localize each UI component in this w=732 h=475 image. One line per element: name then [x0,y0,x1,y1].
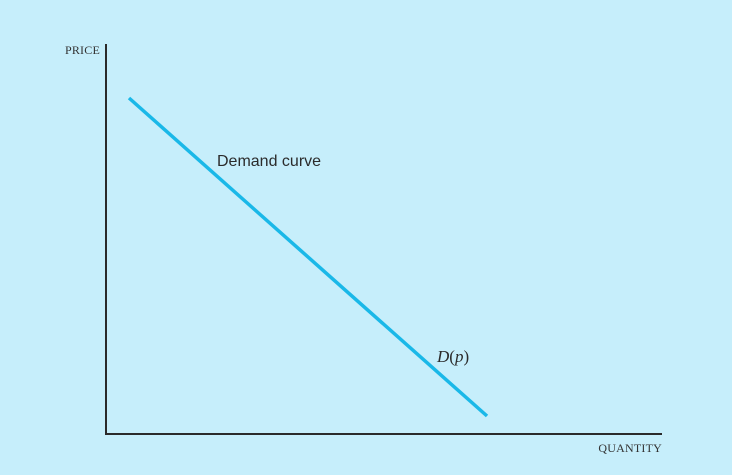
x-axis-label: QUANTITY [598,441,662,455]
demand-curve-label: Demand curve [217,153,321,170]
y-axis-label: PRICE [65,43,100,57]
function-name: D [436,347,450,366]
demand-curve-line [127,96,489,418]
function-open-paren: ( [449,347,455,366]
function-close-paren: ) [463,347,469,366]
function-label: D(p) [436,347,469,366]
function-argument: p [454,347,464,366]
